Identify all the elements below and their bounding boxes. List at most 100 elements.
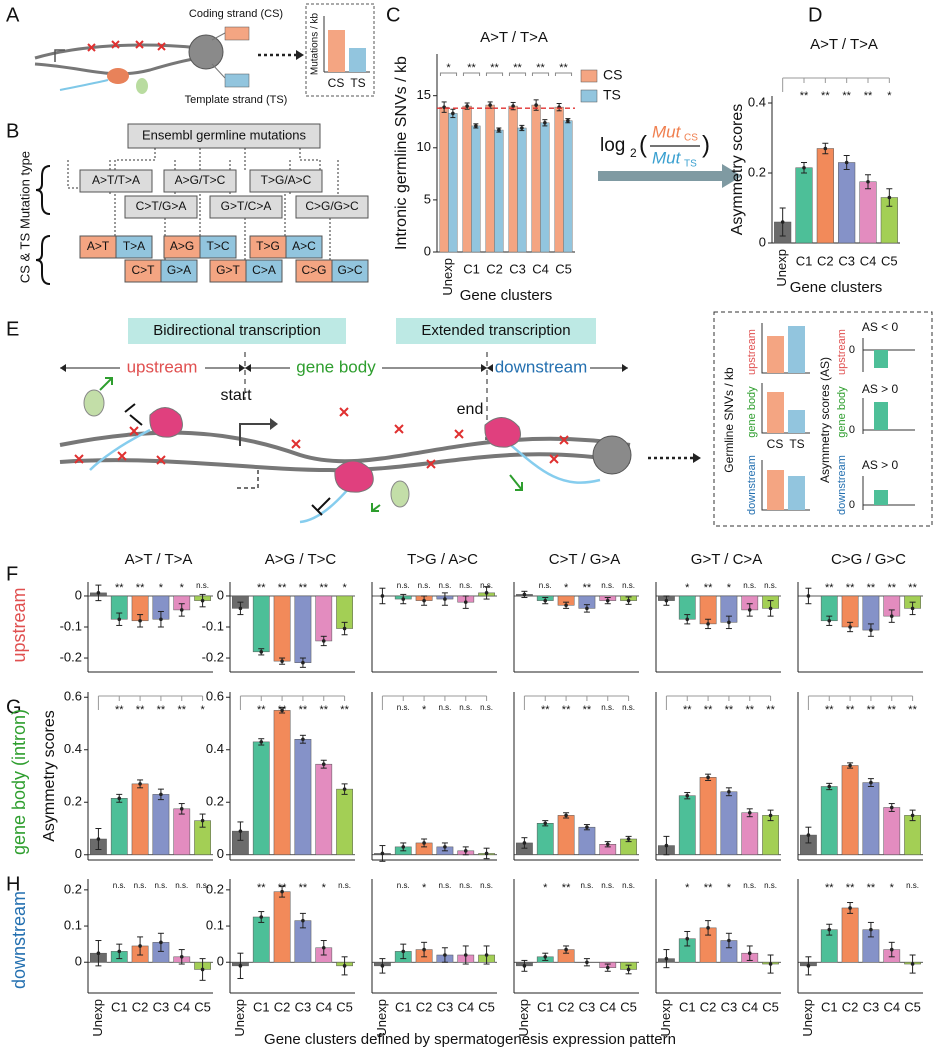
x-tick-label: C1 bbox=[679, 999, 696, 1014]
x-tick-label: C3 bbox=[863, 999, 880, 1014]
strand-box bbox=[115, 235, 153, 259]
cs-label: Coding strand (CS) bbox=[189, 8, 283, 20]
significance: n.s. bbox=[480, 581, 493, 590]
value-dot bbox=[566, 118, 570, 123]
bar bbox=[273, 710, 291, 855]
y-tick-label: 0 bbox=[424, 243, 431, 258]
significance: n.s. bbox=[175, 881, 188, 890]
value-dot bbox=[443, 597, 447, 601]
bar bbox=[485, 104, 495, 253]
value-dot bbox=[564, 813, 568, 818]
mini-ts: TS bbox=[789, 437, 804, 451]
value-dot bbox=[869, 628, 873, 632]
value-dot bbox=[463, 849, 468, 853]
value-dot bbox=[321, 945, 326, 950]
x-tick-label: C1 bbox=[463, 261, 480, 276]
x-tick-label: Unexp bbox=[440, 258, 455, 296]
type-boxes: A>T/T>A A>G/T>C T>G/A>C C>T/G>A G>T/C>A C>G/G… bbox=[79, 169, 369, 219]
start-label: start bbox=[220, 387, 252, 404]
value-dot bbox=[626, 837, 631, 841]
chart-title: G>T / C>A bbox=[691, 551, 762, 568]
x-tick-label: Unexp bbox=[374, 999, 389, 1037]
significance: n.s. bbox=[539, 581, 552, 590]
value-dot bbox=[179, 608, 184, 612]
inset-cs: CS bbox=[328, 76, 345, 90]
highlight bbox=[128, 318, 346, 344]
significance: n.s. bbox=[438, 881, 451, 890]
value-dot bbox=[117, 617, 122, 622]
pair-bracket bbox=[462, 72, 481, 76]
value-dot bbox=[747, 810, 752, 815]
region-label: downstream bbox=[746, 455, 758, 515]
strand-label: CS & TS bbox=[17, 233, 32, 284]
x-tick-label: C2 bbox=[558, 999, 575, 1014]
as-label: Asymmetry scores (AS) bbox=[818, 357, 832, 483]
x-tick-label: Unexp bbox=[800, 999, 815, 1037]
bar bbox=[859, 181, 877, 244]
y-tick-label: 0.4 bbox=[206, 741, 224, 756]
x-tick-label: C4 bbox=[883, 999, 900, 1014]
significance: ** bbox=[825, 704, 834, 716]
strand-text: G>C bbox=[337, 263, 362, 277]
significance: ** bbox=[825, 582, 834, 594]
significance: n.s. bbox=[134, 881, 147, 890]
x-tick-label: C4 bbox=[599, 999, 616, 1014]
chart: -0.2-0.10A>T / T>A** ** * * n.s. bbox=[60, 551, 213, 673]
panel-label: F bbox=[6, 563, 18, 585]
significance: * bbox=[727, 882, 732, 894]
value-dot bbox=[706, 622, 710, 626]
significance: ** bbox=[257, 582, 266, 594]
nucleosome bbox=[188, 34, 224, 70]
arrow-head bbox=[693, 453, 701, 463]
value-dot bbox=[138, 618, 142, 623]
strand-boxes: A>T T>A A>G T>C T>G A>C C>T G>A G>T C>A C>G G>C bbox=[79, 235, 369, 283]
significance: n.s. bbox=[196, 881, 209, 890]
y-tick-label: -0.2 bbox=[202, 649, 224, 664]
bar bbox=[862, 782, 880, 855]
x-tick-label: C5 bbox=[478, 999, 495, 1014]
type-text: C>T/G>A bbox=[136, 199, 187, 213]
bar bbox=[336, 788, 353, 855]
bar bbox=[841, 765, 859, 855]
y-tick-label: 10 bbox=[417, 139, 431, 154]
strand-box bbox=[160, 259, 198, 283]
significance: n.s. bbox=[622, 581, 635, 590]
formula-log: log bbox=[600, 135, 625, 156]
significance: ** bbox=[559, 62, 568, 74]
region-label: gene body bbox=[746, 386, 758, 438]
value-dot bbox=[564, 947, 568, 952]
highlight bbox=[396, 318, 596, 344]
significance: * bbox=[422, 704, 427, 716]
significance: ** bbox=[908, 704, 917, 716]
as-note: AS > 0 bbox=[862, 382, 899, 396]
type-text: C>G/G>C bbox=[305, 199, 359, 213]
significance: n.s. bbox=[480, 881, 493, 890]
y-tick-label: 0.2 bbox=[206, 794, 224, 809]
panel-b: Ensembl germline mutations A>T/T>A A>G/T>… bbox=[17, 123, 369, 285]
strand-box bbox=[285, 235, 323, 259]
legend-label: TS bbox=[603, 87, 621, 103]
significance: n.s. bbox=[438, 581, 451, 590]
value-dot bbox=[200, 818, 205, 823]
value-dot bbox=[117, 796, 122, 801]
bar bbox=[531, 104, 541, 253]
value-dot bbox=[543, 821, 548, 826]
type-text: T>G/A>C bbox=[261, 173, 312, 187]
downstream-label: downstream bbox=[495, 357, 588, 376]
value-dot bbox=[301, 918, 305, 923]
y-tick-label: 0.4 bbox=[748, 94, 766, 109]
value-dot bbox=[806, 833, 811, 837]
mini-bar bbox=[788, 410, 805, 433]
value-dot bbox=[706, 775, 710, 780]
value-dot bbox=[887, 195, 892, 200]
strand bbox=[34, 43, 201, 60]
significance: n.s. bbox=[459, 581, 472, 590]
significance: * bbox=[727, 582, 732, 594]
value-dot bbox=[484, 953, 489, 957]
panel-label: E bbox=[6, 318, 19, 340]
significance: n.s. bbox=[601, 881, 614, 890]
value-dot bbox=[484, 851, 489, 856]
chart: 00.10.2 ** ** ** * n.s.Unexp C1 C2 C3 C4 C5 bbox=[206, 879, 355, 1037]
bar bbox=[841, 907, 859, 963]
significance: ** bbox=[562, 882, 571, 894]
